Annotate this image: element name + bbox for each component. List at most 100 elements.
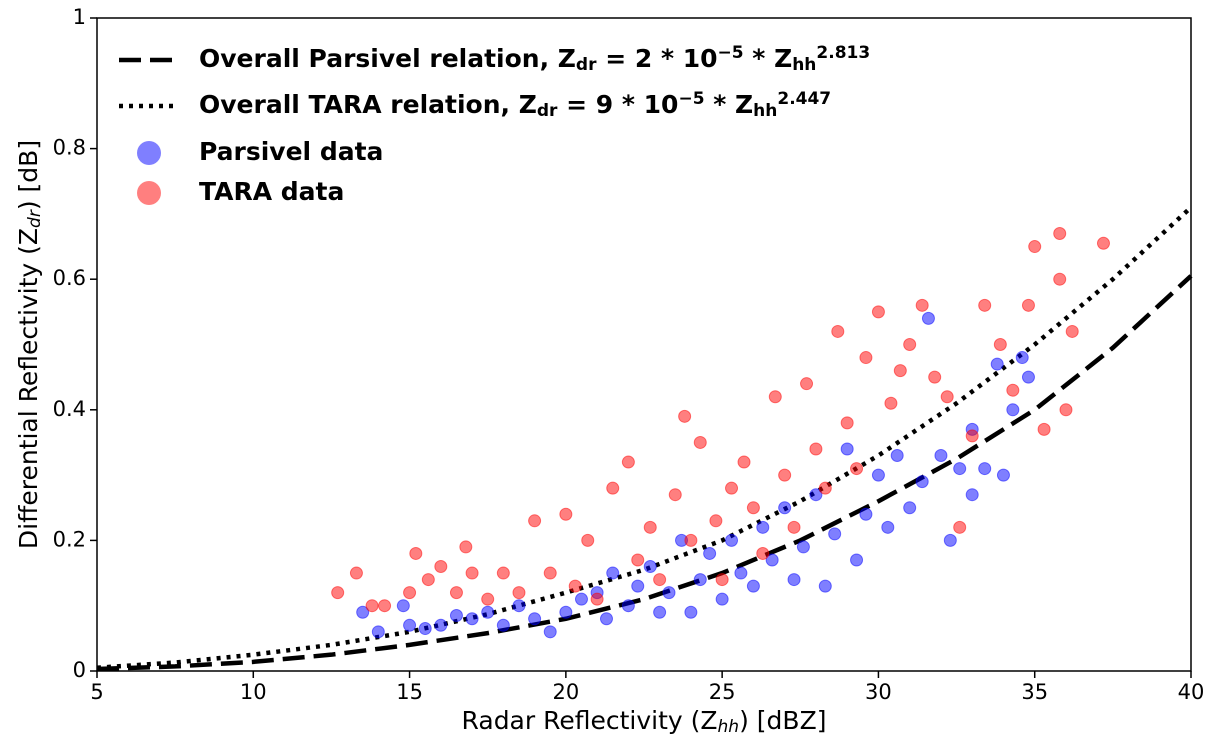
x-tick-label: 25 [709, 680, 736, 704]
text-part: Radar Reflectivity (Z [462, 706, 718, 735]
data-point [543, 566, 557, 580]
legend-marker [137, 141, 161, 165]
data-point [621, 599, 635, 613]
data-point [543, 625, 557, 639]
text-part: hh [792, 55, 816, 75]
data-point [621, 455, 635, 469]
data-point [778, 468, 792, 482]
data-point [768, 390, 782, 404]
data-point [715, 592, 729, 606]
data-point [449, 586, 463, 600]
text-part: dr [576, 55, 597, 75]
legend-marker [137, 181, 161, 205]
data-point [1059, 403, 1073, 417]
data-point [809, 488, 823, 502]
data-point [481, 605, 495, 619]
text-part: 2.813 [816, 43, 870, 63]
data-point [859, 507, 873, 521]
data-point [421, 573, 435, 587]
data-point [1053, 272, 1067, 286]
data-point [1028, 240, 1042, 254]
legend-label: TARA data [199, 177, 344, 206]
y-axis-label: Differential Reflectivity (Zdr) [dB] [14, 140, 45, 549]
y-tick-label: 0.4 [53, 397, 86, 421]
data-point [778, 501, 792, 515]
data-point [1006, 403, 1020, 417]
data-point [678, 409, 692, 423]
data-point [993, 338, 1007, 351]
data-point [796, 540, 810, 554]
data-point [756, 546, 770, 560]
data-point [850, 553, 864, 567]
data-point [850, 462, 864, 476]
x-tick-label: 20 [552, 680, 579, 704]
data-point [631, 579, 645, 593]
data-point [693, 435, 707, 449]
data-point [765, 553, 779, 567]
x-tick-label: 30 [865, 680, 892, 704]
data-point [1021, 298, 1035, 312]
data-point [921, 311, 935, 325]
data-point [590, 592, 604, 606]
data-point [800, 377, 814, 391]
data-point [893, 364, 907, 378]
data-point [940, 390, 954, 404]
y-tick-label: 0.8 [53, 136, 86, 160]
y-tick-label: 0.2 [53, 527, 86, 551]
text-part: hh [718, 717, 740, 737]
data-point [409, 546, 423, 560]
text-part: Overall Parsivel relation, Z [199, 44, 576, 73]
data-point [840, 416, 854, 430]
data-point [693, 573, 707, 587]
data-point [1006, 383, 1020, 397]
data-point [1021, 370, 1035, 384]
data-point [528, 514, 542, 528]
data-point [371, 625, 385, 639]
fit-line [96, 205, 1193, 670]
data-point [871, 305, 885, 319]
data-point [915, 298, 929, 312]
text-part: hh [753, 101, 777, 121]
data-point [684, 605, 698, 619]
data-point [915, 475, 929, 489]
data-point [559, 507, 573, 521]
data-point [746, 501, 760, 515]
data-point [1053, 226, 1067, 240]
data-point [528, 612, 542, 626]
data-point [496, 618, 510, 632]
data-point [631, 553, 645, 567]
data-point [818, 481, 832, 495]
data-point [715, 573, 729, 587]
data-point [725, 481, 739, 495]
data-point [809, 442, 823, 456]
data-point [890, 449, 904, 463]
data-point [459, 540, 473, 554]
data-point [403, 618, 417, 632]
text-part: −5 [678, 89, 704, 109]
x-axis-label: Radar Reflectivity (Zhh) [dBZ] [462, 706, 827, 737]
data-point [449, 608, 463, 622]
text-part: Differential Reflectivity (Z [14, 228, 43, 549]
text-part: = 2 * 10 [596, 44, 717, 73]
data-point [465, 566, 479, 580]
data-point [599, 612, 613, 626]
data-point [568, 579, 582, 593]
data-point [356, 605, 370, 619]
data-point [818, 579, 832, 593]
data-point [606, 566, 620, 580]
data-point [434, 560, 448, 574]
y-tick-label: 0 [73, 658, 86, 682]
data-point [965, 429, 979, 443]
y-tick-label: 1 [73, 5, 86, 29]
data-point [653, 605, 667, 619]
data-point [1015, 351, 1029, 365]
text-part: dr [537, 101, 558, 121]
x-tick-label: 10 [240, 680, 267, 704]
data-point [512, 586, 526, 600]
data-point [978, 462, 992, 476]
x-tick-label: 5 [90, 680, 103, 704]
data-point [840, 442, 854, 456]
data-point [349, 566, 363, 580]
data-point [1065, 324, 1079, 338]
